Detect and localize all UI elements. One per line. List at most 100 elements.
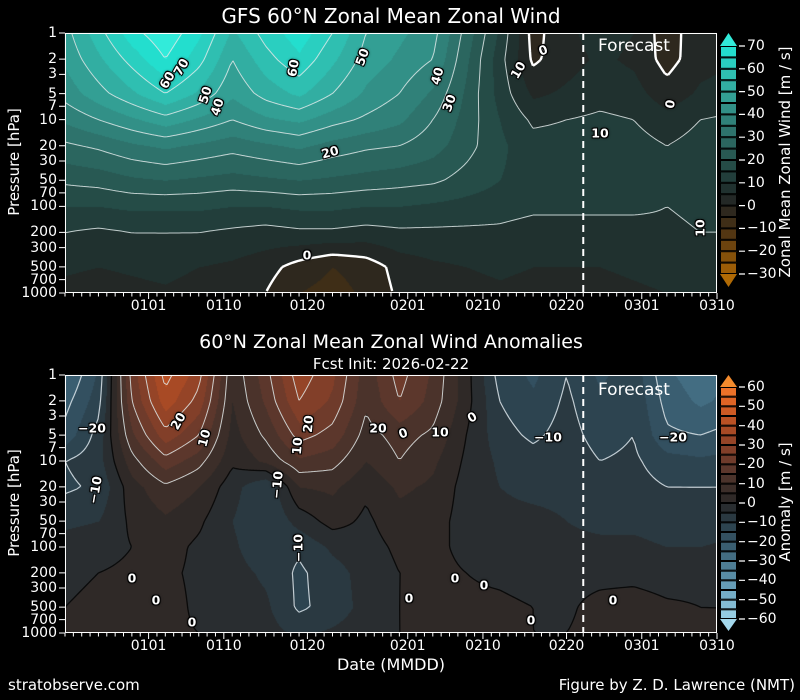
contour-label: −10 [534,429,562,445]
forecast-label-bottom: Forecast [598,380,670,400]
colorbar-tick-label: 0 [747,495,756,511]
pressure-tick-label: 500 [30,258,57,275]
contour-label: 0 [151,592,161,608]
x-tick-label: 0201 [389,638,426,654]
pressure-tick-label: 5 [48,427,57,444]
forecast-label-top: Forecast [598,36,670,56]
x-tick-label: 0301 [623,298,660,314]
x-tick-label: 0101 [130,638,167,654]
x-tick-label: 0120 [289,298,326,314]
contour-label: 20 [369,420,387,436]
contour-label: −10 [290,534,306,562]
bottom-chart-title: 60°N Zonal Mean Zonal Wind Anomalies [199,331,583,353]
pressure-tick-label: 20 [39,478,57,495]
contour-label: 20 [299,414,317,434]
contour-label: 0 [187,614,197,630]
pressure-tick-label: 70 [39,184,57,201]
colorbar-tick-label: −30 [747,266,777,282]
x-tick-label: 0310 [699,298,735,314]
contour-label: 10 [692,219,708,237]
colorbar-tick-label: −10 [747,514,777,531]
figure-credit: Figure by Z. D. Lawrence (NMT) [558,676,795,694]
pressure-tick-label: 700 [30,271,57,288]
x-tick-label: 0220 [548,298,585,314]
contour-label: 10 [431,424,449,440]
pressure-tick-label: 7 [48,439,57,456]
pressure-tick-label: 5 [48,85,57,102]
pressure-tick-label: 500 [30,599,57,616]
colorbar-tick-label: 50 [747,83,765,100]
colorbar-tick-label: 0 [747,197,756,214]
x-tick-label: 0220 [548,638,585,654]
colorbar-tick-label: 40 [747,106,765,123]
colorbar-tick-label: 60 [747,60,765,77]
contour-label: 0 [127,570,137,586]
colorbar-tick-label: −30 [747,553,777,569]
top-chart-title: GFS 60°N Zonal Mean Zonal Wind [221,4,561,28]
pressure-tick-label: 300 [30,239,57,256]
pressure-tick-label: 50 [39,513,57,530]
watermark-stratobserve: stratobserve.com [8,676,140,694]
pressure-tick-label: 2 [48,51,57,68]
colorbar-tick-label: −20 [747,533,777,550]
pressure-tick-label: 1000 [21,625,57,641]
contour-label: 0 [404,590,414,606]
contour-label: 10 [288,436,306,456]
x-tick-label: 0210 [465,638,501,654]
colorbar-tick-label: 20 [747,456,765,473]
colorbar-tick-label: 40 [747,417,765,434]
date-axis-label: Date (MMDD) [336,655,446,674]
pressure-tick-label: 200 [30,224,57,241]
contour-label: −20 [78,420,106,436]
pressure-tick-label: 100 [30,198,57,215]
pressure-tick-label: 100 [30,539,57,555]
pressure-tick-label: 50 [39,172,57,189]
colorbar-tick-label: −40 [747,572,777,589]
pressure-tick-label: 10 [39,111,57,128]
colorbar-tick-label: 50 [747,398,765,415]
colorbar-tick-label: −60 [747,611,777,627]
colorbar-tick-label: −10 [747,220,777,237]
pressure-tick-label: 7 [48,98,57,115]
contour-label: 0 [450,570,460,586]
pressure-tick-label: 1000 [21,285,57,301]
pressure-tick-label: 300 [30,580,57,597]
colorbar-tick-label: 30 [747,129,765,146]
pressure-tick-label: 2 [48,392,57,409]
contour-label: −20 [659,429,687,445]
pressure-tick-label: 10 [39,453,57,469]
colorbar-tick-label: 20 [747,152,765,168]
x-tick-label: 0201 [389,298,426,314]
pressure-tick-label: 1 [48,367,57,383]
pressure-tick-label: 3 [48,66,57,83]
x-tick-label: 0101 [130,298,167,314]
x-tick-label: 0110 [205,298,242,314]
pressure-tick-label: 3 [48,408,57,425]
x-tick-label: 0110 [205,638,242,654]
x-tick-label: 0301 [623,638,660,654]
x-tick-label: 0210 [465,298,501,314]
colorbar-tick-label: 70 [747,38,765,54]
colorbar-tick-label: 60 [747,379,765,395]
colorbar-label-bottom: Anomaly [m / s] [776,442,794,562]
forecast-init-subtitle: Fcst Init: 2026-02-22 [312,355,470,373]
pressure-tick-label: 700 [30,611,57,628]
contour-label: 10 [591,125,609,141]
contour-label: 0 [608,592,618,608]
colorbar-tick-label: 30 [747,437,765,453]
x-tick-label: 0120 [289,638,326,654]
contour-label: −10 [268,470,286,500]
pressure-tick-label: 30 [39,153,57,170]
contour-label: 60 [284,58,302,78]
pressure-tick-label: 30 [39,494,57,511]
contour-label: 0 [526,612,536,628]
colorbar-tick-label: 10 [747,475,765,492]
colorbar-tick-label: 10 [747,174,765,191]
pressure-tick-label: 20 [39,137,57,154]
colorbar-tick-label: −50 [747,591,777,608]
pressure-tick-label: 1 [48,25,57,41]
x-tick-label: 0310 [699,638,735,654]
pressure-tick-label: 70 [39,525,57,542]
